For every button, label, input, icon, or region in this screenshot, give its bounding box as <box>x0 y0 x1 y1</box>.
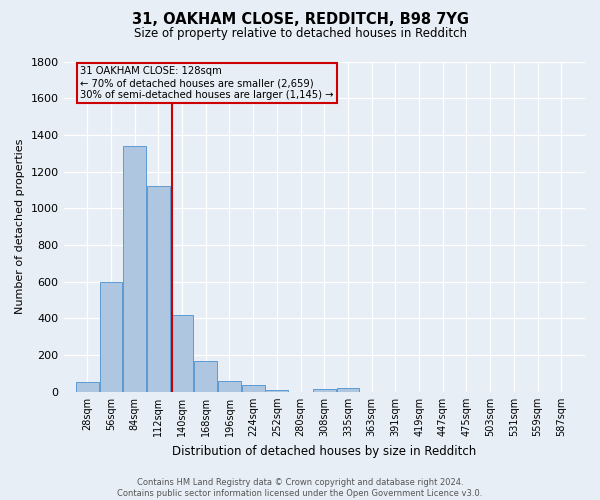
Y-axis label: Number of detached properties: Number of detached properties <box>15 139 25 314</box>
Text: Size of property relative to detached houses in Redditch: Size of property relative to detached ho… <box>133 28 467 40</box>
Bar <box>218 381 241 392</box>
Text: Contains HM Land Registry data © Crown copyright and database right 2024.
Contai: Contains HM Land Registry data © Crown c… <box>118 478 482 498</box>
Bar <box>313 389 335 392</box>
Bar <box>123 146 146 392</box>
Bar <box>265 390 288 392</box>
Bar <box>76 382 98 392</box>
X-axis label: Distribution of detached houses by size in Redditch: Distribution of detached houses by size … <box>172 444 476 458</box>
Bar <box>337 388 359 392</box>
Bar <box>194 360 217 392</box>
Text: 31, OAKHAM CLOSE, REDDITCH, B98 7YG: 31, OAKHAM CLOSE, REDDITCH, B98 7YG <box>131 12 469 28</box>
Bar <box>147 186 170 392</box>
Bar <box>100 282 122 392</box>
Bar <box>242 386 265 392</box>
Bar <box>170 314 193 392</box>
Text: 31 OAKHAM CLOSE: 128sqm
← 70% of detached houses are smaller (2,659)
30% of semi: 31 OAKHAM CLOSE: 128sqm ← 70% of detache… <box>80 66 334 100</box>
